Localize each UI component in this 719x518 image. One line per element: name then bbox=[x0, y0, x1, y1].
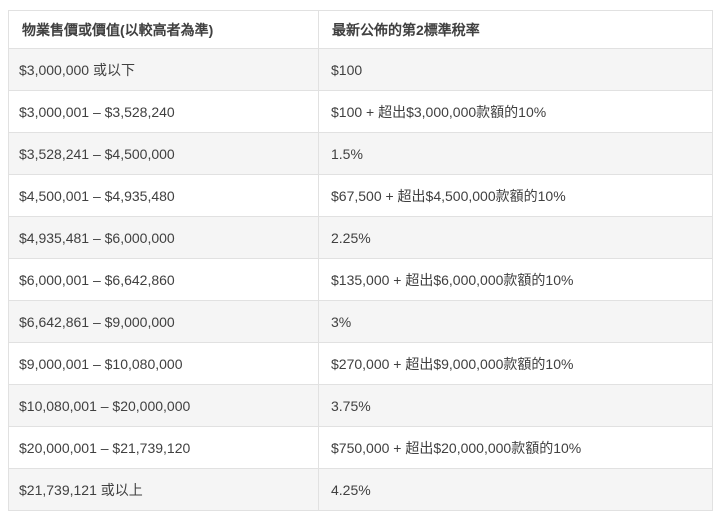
cell-price-range: $10,080,001 – $20,000,000 bbox=[8, 384, 319, 427]
table-row: $9,000,001 – $10,080,000 $270,000 + 超出$9… bbox=[8, 342, 713, 385]
cell-price-range: $9,000,001 – $10,080,000 bbox=[8, 342, 319, 385]
cell-rate: 3% bbox=[318, 300, 713, 343]
table-row: $6,000,001 – $6,642,860 $135,000 + 超出$6,… bbox=[8, 258, 713, 301]
table-row: $20,000,001 – $21,739,120 $750,000 + 超出$… bbox=[8, 426, 713, 469]
cell-price-range: $21,739,121 或以上 bbox=[8, 468, 319, 511]
cell-price-range: $4,935,481 – $6,000,000 bbox=[8, 216, 319, 259]
cell-price-range: $3,000,000 或以下 bbox=[8, 48, 319, 91]
table-row: $3,000,000 或以下 $100 bbox=[8, 48, 713, 91]
cell-price-range: $6,000,001 – $6,642,860 bbox=[8, 258, 319, 301]
cell-rate: 1.5% bbox=[318, 132, 713, 175]
header-row: 物業售價或價值(以較高者為準) 最新公佈的第2標準稅率 bbox=[8, 10, 713, 49]
stamp-duty-rate-table: 物業售價或價值(以較高者為準) 最新公佈的第2標準稅率 $3,000,000 或… bbox=[8, 10, 713, 511]
column-header-property-price: 物業售價或價值(以較高者為準) bbox=[8, 10, 319, 49]
table-row: $3,528,241 – $4,500,000 1.5% bbox=[8, 132, 713, 175]
cell-rate: 4.25% bbox=[318, 468, 713, 511]
cell-rate: $67,500 + 超出$4,500,000款額的10% bbox=[318, 174, 713, 217]
table-row: $4,935,481 – $6,000,000 2.25% bbox=[8, 216, 713, 259]
cell-rate: $100 + 超出$3,000,000款額的10% bbox=[318, 90, 713, 133]
cell-rate: $100 bbox=[318, 48, 713, 91]
cell-rate: $750,000 + 超出$20,000,000款額的10% bbox=[318, 426, 713, 469]
cell-price-range: $4,500,001 – $4,935,480 bbox=[8, 174, 319, 217]
table-row: $3,000,001 – $3,528,240 $100 + 超出$3,000,… bbox=[8, 90, 713, 133]
table-row: $4,500,001 – $4,935,480 $67,500 + 超出$4,5… bbox=[8, 174, 713, 217]
table-row: $10,080,001 – $20,000,000 3.75% bbox=[8, 384, 713, 427]
column-header-standard-rate: 最新公佈的第2標準稅率 bbox=[318, 10, 713, 49]
cell-price-range: $20,000,001 – $21,739,120 bbox=[8, 426, 319, 469]
table-row: $21,739,121 或以上 4.25% bbox=[8, 468, 713, 511]
cell-price-range: $6,642,861 – $9,000,000 bbox=[8, 300, 319, 343]
cell-price-range: $3,000,001 – $3,528,240 bbox=[8, 90, 319, 133]
cell-rate: 3.75% bbox=[318, 384, 713, 427]
cell-rate: $135,000 + 超出$6,000,000款額的10% bbox=[318, 258, 713, 301]
table-row: $6,642,861 – $9,000,000 3% bbox=[8, 300, 713, 343]
cell-price-range: $3,528,241 – $4,500,000 bbox=[8, 132, 319, 175]
cell-rate: $270,000 + 超出$9,000,000款額的10% bbox=[318, 342, 713, 385]
cell-rate: 2.25% bbox=[318, 216, 713, 259]
